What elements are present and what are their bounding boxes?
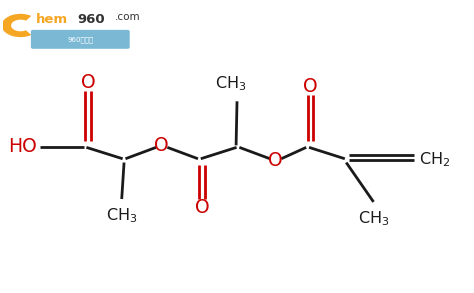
Text: 960化工网: 960化工网	[67, 36, 93, 43]
Text: CH$_3$: CH$_3$	[106, 206, 137, 225]
Text: CH$_3$: CH$_3$	[358, 209, 389, 228]
Text: HO: HO	[8, 137, 37, 156]
Text: 960: 960	[77, 13, 105, 26]
Text: O: O	[81, 73, 95, 92]
Text: O: O	[195, 198, 210, 217]
Text: O: O	[268, 151, 283, 170]
Text: CH$_3$: CH$_3$	[215, 74, 246, 93]
Text: O: O	[155, 136, 169, 155]
Wedge shape	[2, 14, 31, 37]
FancyBboxPatch shape	[31, 30, 130, 49]
Text: hem: hem	[36, 13, 68, 26]
Text: CH$_2$: CH$_2$	[419, 150, 450, 169]
Text: .com: .com	[115, 12, 140, 22]
Text: O: O	[303, 77, 318, 96]
